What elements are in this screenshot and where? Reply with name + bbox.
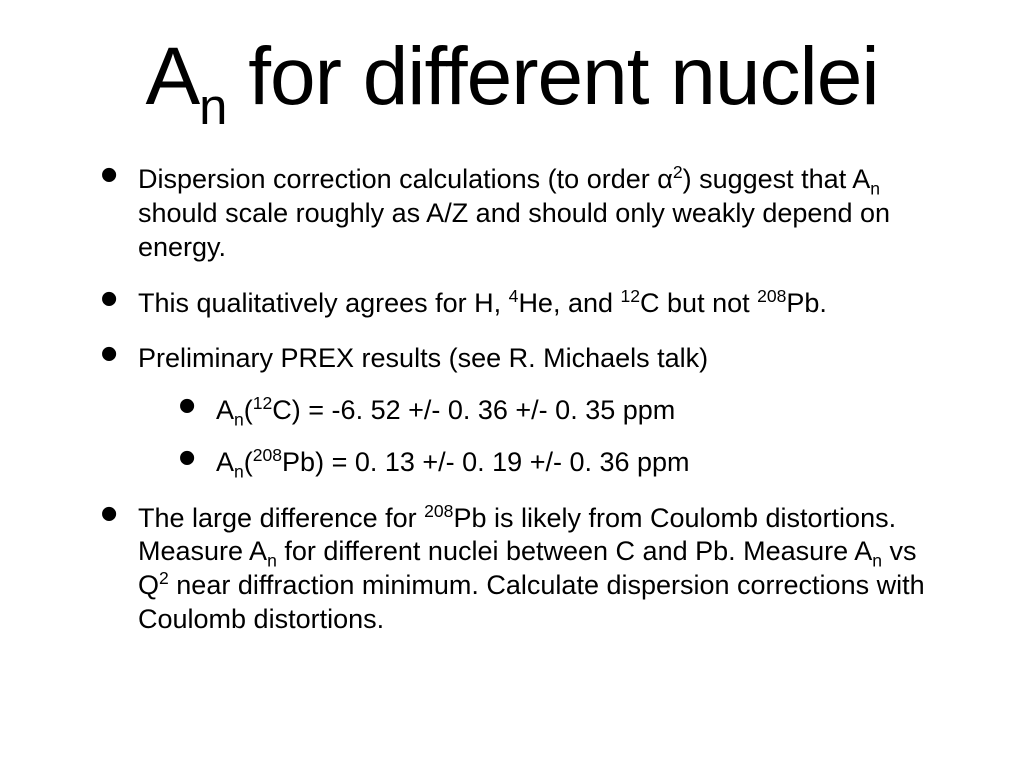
bullet-item: Preliminary PREX results (see R. Michael… [100,342,944,479]
bullet-item: Dispersion correction calculations (to o… [100,163,944,264]
slide: An for different nuclei Dispersion corre… [0,0,1024,768]
title-subscript: n [199,78,226,135]
title-rest: for different nuclei [226,31,878,122]
sub-bullet-item: An(208Pb) = 0. 13 +/- 0. 19 +/- 0. 36 pp… [178,446,944,480]
bullet-text: This qualitatively agrees for H, 4He, an… [138,288,827,318]
title-prefix: A [145,31,199,122]
sub-bullet-text: An(12C) = -6. 52 +/- 0. 36 +/- 0. 35 ppm [216,395,675,425]
bullet-item: This qualitatively agrees for H, 4He, an… [100,287,944,321]
bullet-text: Preliminary PREX results (see R. Michael… [138,343,708,373]
bullet-item: The large difference for 208Pb is likely… [100,502,944,637]
bullet-text: Dispersion correction calculations (to o… [138,164,890,262]
sub-bullet-text: An(208Pb) = 0. 13 +/- 0. 19 +/- 0. 36 pp… [216,447,690,477]
sub-bullet-item: An(12C) = -6. 52 +/- 0. 36 +/- 0. 35 ppm [178,394,944,428]
slide-title: An for different nuclei [60,30,964,133]
sub-bullet-list: An(12C) = -6. 52 +/- 0. 36 +/- 0. 35 ppm… [138,394,944,480]
bullet-list: Dispersion correction calculations (to o… [60,163,964,636]
bullet-text: The large difference for 208Pb is likely… [138,503,925,634]
